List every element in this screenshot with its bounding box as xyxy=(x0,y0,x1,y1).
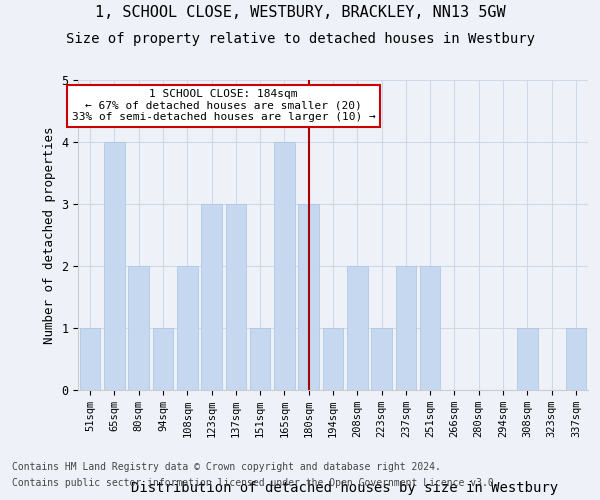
Text: Contains public sector information licensed under the Open Government Licence v3: Contains public sector information licen… xyxy=(12,478,500,488)
Text: Contains HM Land Registry data © Crown copyright and database right 2024.: Contains HM Land Registry data © Crown c… xyxy=(12,462,441,472)
Text: 1, SCHOOL CLOSE, WESTBURY, BRACKLEY, NN13 5GW: 1, SCHOOL CLOSE, WESTBURY, BRACKLEY, NN1… xyxy=(95,5,505,20)
Bar xyxy=(128,266,149,390)
Text: Size of property relative to detached houses in Westbury: Size of property relative to detached ho… xyxy=(65,32,535,46)
Bar xyxy=(323,328,343,390)
Bar xyxy=(566,328,586,390)
Bar xyxy=(250,328,271,390)
Text: Distribution of detached houses by size in Westbury: Distribution of detached houses by size … xyxy=(131,481,559,495)
Bar xyxy=(226,204,246,390)
Bar xyxy=(371,328,392,390)
Bar xyxy=(80,328,100,390)
Bar xyxy=(104,142,125,390)
Text: 1 SCHOOL CLOSE: 184sqm
← 67% of detached houses are smaller (20)
33% of semi-det: 1 SCHOOL CLOSE: 184sqm ← 67% of detached… xyxy=(72,90,376,122)
Bar xyxy=(517,328,538,390)
Bar xyxy=(395,266,416,390)
Bar xyxy=(420,266,440,390)
Bar xyxy=(177,266,197,390)
Bar xyxy=(152,328,173,390)
Bar xyxy=(201,204,222,390)
Y-axis label: Number of detached properties: Number of detached properties xyxy=(43,126,56,344)
Bar xyxy=(274,142,295,390)
Bar xyxy=(347,266,368,390)
Bar xyxy=(298,204,319,390)
